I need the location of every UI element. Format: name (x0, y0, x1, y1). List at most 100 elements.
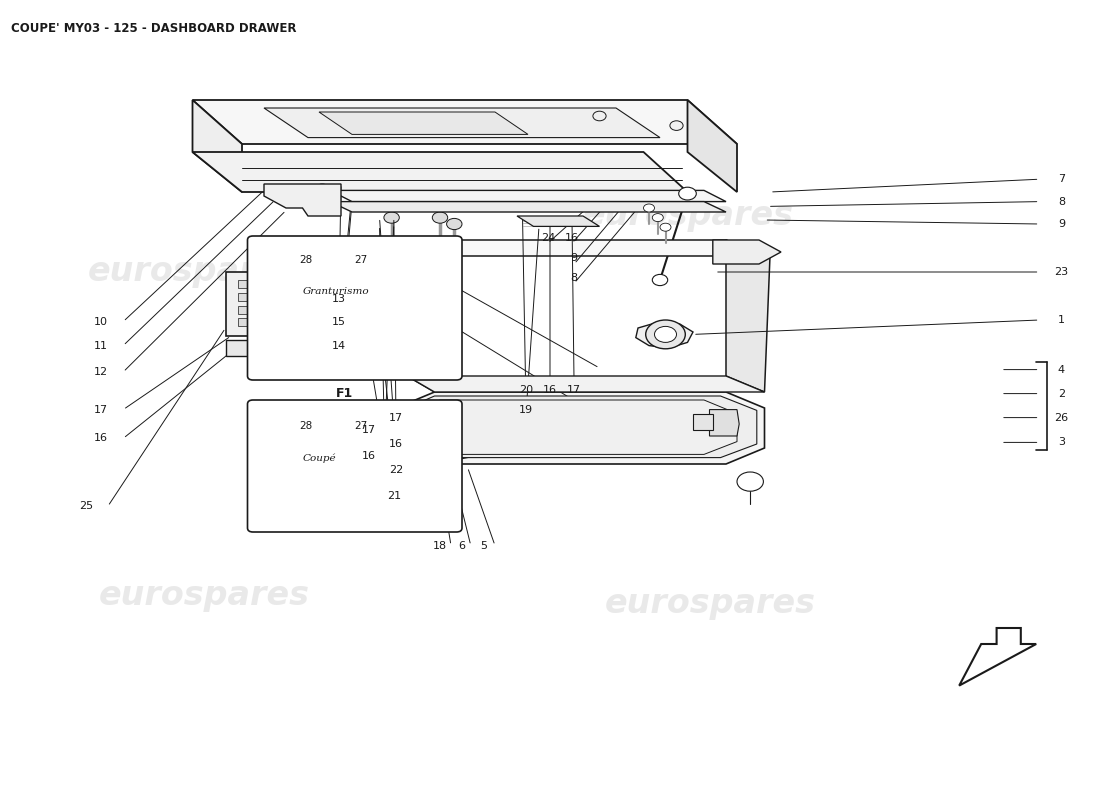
Text: 27: 27 (354, 255, 367, 265)
Circle shape (737, 472, 763, 491)
Circle shape (447, 218, 462, 230)
Text: 15: 15 (332, 317, 345, 326)
Text: 11: 11 (95, 341, 108, 350)
Polygon shape (192, 100, 242, 192)
Circle shape (609, 191, 623, 201)
Circle shape (432, 212, 448, 223)
Text: 17: 17 (389, 413, 403, 422)
Bar (286, 318, 301, 326)
Text: 28: 28 (299, 422, 312, 431)
Text: 2: 2 (1058, 389, 1065, 398)
Polygon shape (319, 112, 528, 134)
Circle shape (320, 206, 331, 214)
Polygon shape (959, 628, 1036, 686)
Text: 8: 8 (571, 273, 578, 282)
Circle shape (356, 290, 370, 300)
Text: eurospares: eurospares (583, 199, 794, 233)
Circle shape (660, 223, 671, 231)
Text: 25: 25 (79, 502, 92, 511)
Text: 3: 3 (1058, 438, 1065, 447)
Bar (238, 293, 253, 301)
Circle shape (356, 271, 370, 281)
Text: 19: 19 (519, 406, 532, 415)
Bar (286, 280, 301, 288)
Text: 14: 14 (332, 341, 345, 350)
Text: 17: 17 (362, 426, 375, 435)
Bar (310, 293, 326, 301)
Circle shape (670, 121, 683, 130)
Text: 17: 17 (95, 405, 108, 414)
Text: 18: 18 (433, 541, 447, 550)
Circle shape (652, 274, 668, 286)
Text: 10: 10 (95, 317, 108, 326)
Circle shape (356, 281, 370, 290)
Bar (238, 318, 253, 326)
Circle shape (543, 191, 557, 201)
Text: 16: 16 (565, 233, 579, 242)
Circle shape (315, 184, 330, 195)
Text: 16: 16 (362, 451, 375, 461)
Text: 22: 22 (389, 465, 403, 474)
Polygon shape (693, 414, 713, 430)
Text: eurospares: eurospares (88, 255, 299, 289)
Text: eurospares: eurospares (99, 579, 310, 613)
FancyBboxPatch shape (248, 400, 462, 532)
Text: Coupé: Coupé (302, 454, 337, 463)
Polygon shape (517, 216, 600, 226)
Polygon shape (688, 100, 737, 192)
Circle shape (276, 185, 292, 196)
Text: eurospares: eurospares (605, 587, 816, 621)
Bar (262, 280, 277, 288)
Text: 5: 5 (481, 541, 487, 550)
Polygon shape (713, 240, 781, 264)
Text: 17: 17 (568, 385, 581, 394)
Circle shape (311, 202, 322, 210)
Bar (262, 306, 277, 314)
Text: 9: 9 (571, 254, 578, 263)
Bar (286, 293, 301, 301)
Bar (310, 306, 326, 314)
Circle shape (384, 212, 399, 223)
Polygon shape (192, 100, 737, 144)
Polygon shape (330, 202, 726, 212)
Text: 24: 24 (541, 233, 554, 242)
Bar (238, 306, 253, 314)
Circle shape (646, 320, 685, 349)
Text: 20: 20 (519, 385, 532, 394)
Circle shape (679, 187, 696, 200)
Text: 12: 12 (95, 367, 108, 377)
Circle shape (428, 191, 441, 201)
Bar (262, 293, 277, 301)
Polygon shape (264, 108, 660, 138)
Text: 16: 16 (95, 434, 108, 443)
Circle shape (513, 204, 521, 210)
Bar (286, 306, 301, 314)
Text: 23: 23 (1055, 267, 1068, 277)
Text: 28: 28 (299, 255, 312, 265)
Circle shape (654, 326, 676, 342)
Text: 16: 16 (543, 385, 557, 394)
Polygon shape (710, 410, 739, 436)
Text: 21: 21 (387, 491, 400, 501)
Circle shape (644, 204, 654, 212)
Text: 13: 13 (332, 294, 345, 304)
Bar (238, 280, 253, 288)
Text: Granturismo: Granturismo (302, 287, 370, 297)
Polygon shape (396, 392, 764, 464)
Polygon shape (330, 190, 726, 202)
Polygon shape (726, 240, 770, 392)
Text: 8: 8 (1058, 197, 1065, 206)
Circle shape (579, 204, 587, 210)
Text: F1: F1 (336, 387, 353, 400)
Text: COUPE' MY03 - 125 - DASHBOARD DRAWER: COUPE' MY03 - 125 - DASHBOARD DRAWER (11, 22, 297, 35)
Text: 27: 27 (354, 422, 367, 431)
Bar (310, 280, 326, 288)
Polygon shape (226, 340, 352, 356)
Polygon shape (636, 322, 693, 348)
Text: 26: 26 (1055, 413, 1068, 422)
Polygon shape (411, 400, 737, 454)
Polygon shape (407, 376, 764, 392)
FancyBboxPatch shape (248, 236, 462, 380)
Circle shape (652, 214, 663, 222)
Circle shape (373, 191, 386, 201)
